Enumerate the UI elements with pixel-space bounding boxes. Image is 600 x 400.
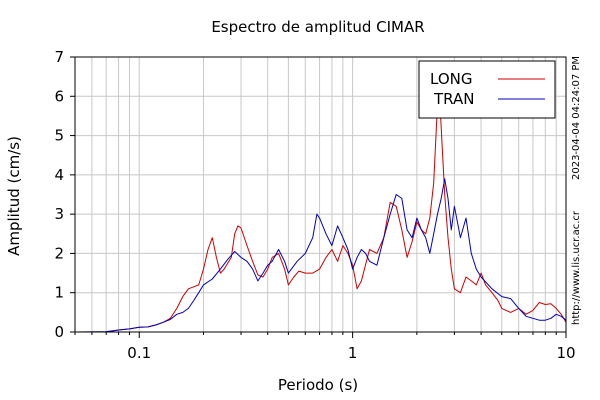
source-url-label: http://www.lis.ucr.ac.cr bbox=[571, 210, 582, 325]
timestamp-label: 2023-04-04 04:24:07 PM bbox=[571, 56, 582, 180]
series-group bbox=[74, 91, 567, 333]
series-line-tran bbox=[74, 178, 567, 333]
axis-ticks: 0 1 2 3 4 5 6 7 0.1 1 10 bbox=[54, 48, 575, 362]
x-tick-label: 0.1 bbox=[127, 344, 151, 362]
x-axis-label: Periodo (s) bbox=[278, 376, 358, 394]
y-axis-label: Amplitud (cm/s) bbox=[5, 136, 23, 256]
y-tick-label: 5 bbox=[54, 127, 64, 145]
y-tick-label: 3 bbox=[54, 205, 64, 223]
legend-label-long: LONG bbox=[430, 70, 472, 88]
legend: LONG TRAN bbox=[418, 60, 556, 119]
y-tick-label: 0 bbox=[54, 323, 64, 341]
plot-frame bbox=[74, 56, 567, 333]
x-tick-label: 10 bbox=[556, 344, 575, 362]
legend-box bbox=[418, 60, 556, 119]
y-tick-label: 2 bbox=[54, 244, 64, 262]
y-tick-label: 6 bbox=[54, 87, 64, 105]
legend-label-tran: TRAN bbox=[433, 90, 474, 108]
y-tick-label: 4 bbox=[54, 166, 64, 184]
chart-title: Espectro de amplitud CIMAR bbox=[211, 18, 424, 36]
x-tick-label: 1 bbox=[348, 344, 358, 362]
y-tick-label: 1 bbox=[54, 284, 64, 302]
y-tick-label: 7 bbox=[54, 48, 64, 66]
series-line-long bbox=[75, 91, 567, 333]
